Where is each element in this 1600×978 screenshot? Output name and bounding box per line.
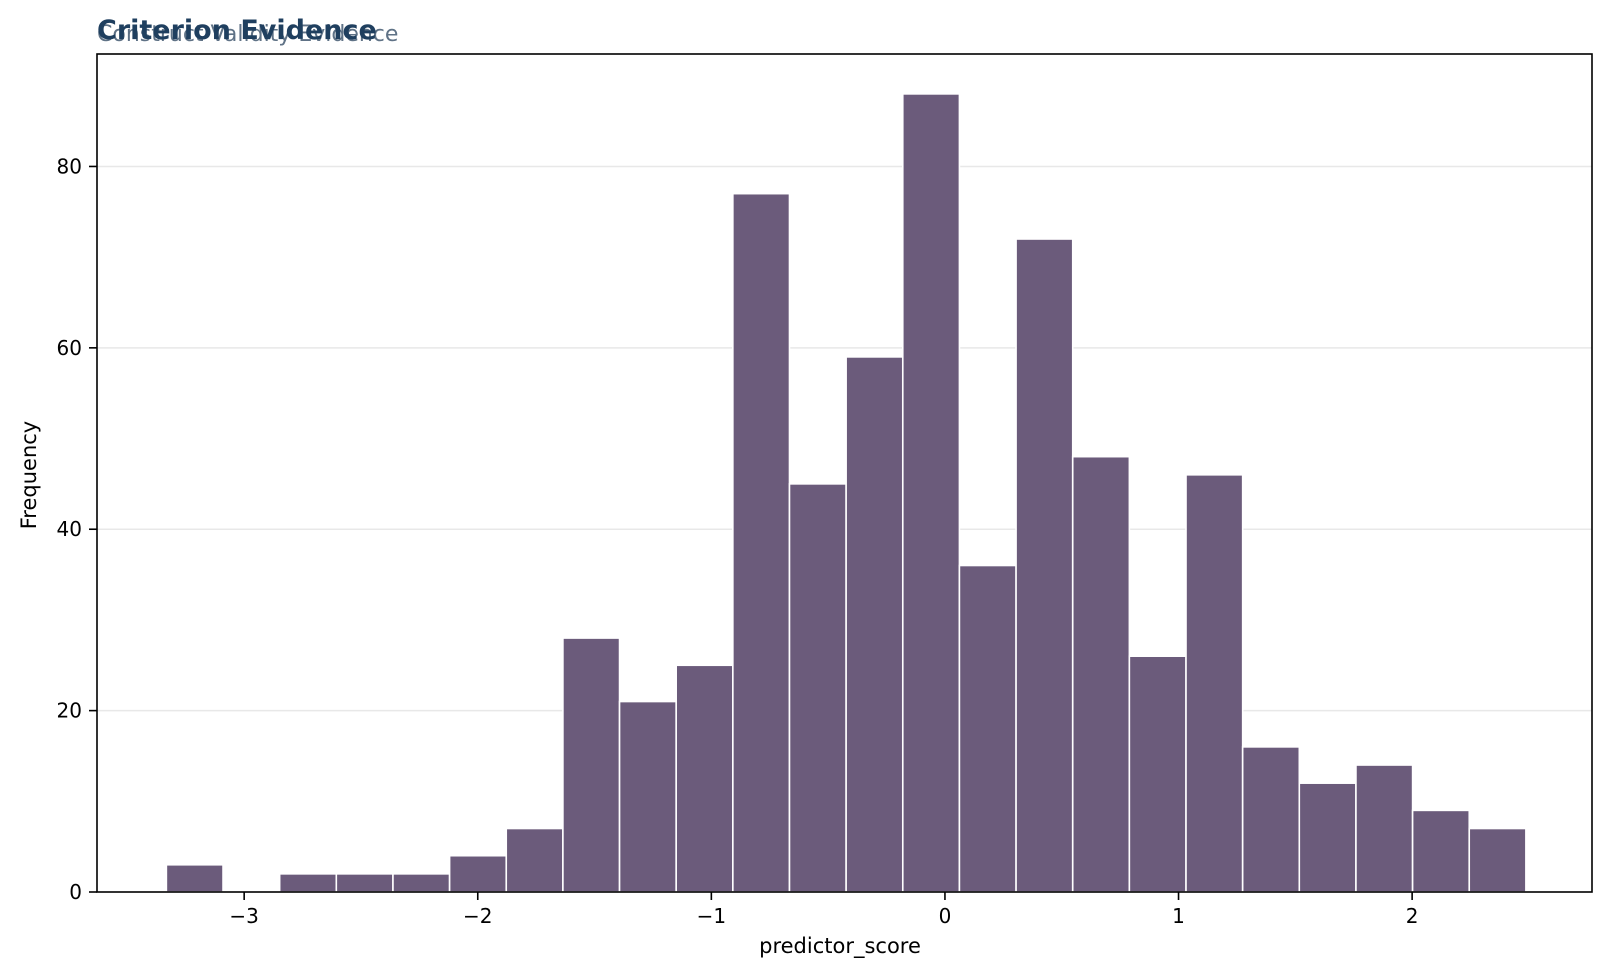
histogram-bar xyxy=(901,93,961,893)
histogram-bar xyxy=(958,564,1017,893)
chart-subtitle: Construct Validity Evidence xyxy=(97,22,398,47)
histogram-bar xyxy=(1185,474,1244,893)
histogram-bar xyxy=(1071,455,1131,893)
x-tick-label: 2 xyxy=(1406,904,1419,928)
histogram-bar xyxy=(1241,746,1301,893)
x-tick-label: −1 xyxy=(697,904,726,928)
histogram-bar xyxy=(562,637,621,893)
y-axis-ticks: 0 20 40 60 80 xyxy=(57,154,97,904)
plot-frame xyxy=(96,53,1593,893)
histogram-bar xyxy=(675,664,734,893)
histogram-bar xyxy=(732,192,791,893)
histogram-bar xyxy=(1298,782,1357,893)
y-tick-label: 20 xyxy=(57,699,82,723)
histogram-bar xyxy=(165,863,224,893)
chart-title: Criterion Evidence xyxy=(97,15,377,46)
histogram-bar xyxy=(335,873,394,893)
histogram-bar xyxy=(788,483,847,893)
y-tick-label: 40 xyxy=(57,517,82,541)
histogram-bar xyxy=(505,827,564,893)
x-axis-label: predictor_score xyxy=(759,934,921,959)
x-tick-label: 1 xyxy=(1172,904,1185,928)
histogram-bar xyxy=(618,700,677,893)
y-tick-label: 0 xyxy=(69,880,82,904)
y-tick-label: 80 xyxy=(57,154,82,178)
x-axis-ticks: −3 −2 −1 0 1 2 xyxy=(229,892,1419,928)
x-tick-label: −2 xyxy=(463,904,492,928)
histogram-bar xyxy=(1128,655,1187,893)
y-axis-label: Frequency xyxy=(17,421,41,530)
histogram-bar xyxy=(1015,238,1074,893)
histogram-bar xyxy=(448,854,508,893)
histogram-bar xyxy=(1355,764,1414,893)
y-tick-label: 60 xyxy=(57,336,82,360)
histogram-bar xyxy=(1468,827,1527,893)
histogram-bar xyxy=(1411,809,1471,893)
bars xyxy=(165,93,1527,893)
x-tick-label: −3 xyxy=(229,904,258,928)
histogram-bar xyxy=(278,873,338,893)
x-tick-label: 0 xyxy=(939,904,952,928)
histogram-bar xyxy=(845,356,904,893)
histogram-bar xyxy=(392,873,451,893)
